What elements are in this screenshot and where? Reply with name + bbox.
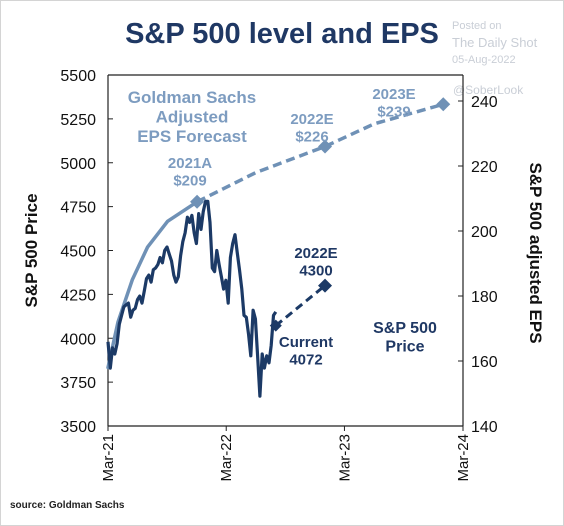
- y-axis-right-title: S&P 500 adjusted EPS: [526, 162, 545, 343]
- y-right-tick-label: 180: [471, 289, 498, 306]
- price-target-label: 2022E 4300: [294, 245, 337, 279]
- x-tick-label: Mar-23: [336, 434, 353, 482]
- eps-actual-line: [106, 200, 199, 370]
- eps-forecast-annotation: Goldman Sachs Adjusted EPS Forecast: [128, 88, 256, 146]
- eps-2023-label: 2023E $239: [372, 86, 415, 120]
- watermark-date: 05-Aug-2022: [452, 54, 516, 66]
- eps-forecast-line: [196, 102, 444, 204]
- y-right-tick-label: 140: [471, 419, 498, 436]
- y-left-tick-label: 4500: [60, 244, 96, 261]
- y-right-tick-label: 240: [471, 94, 498, 111]
- watermark-posted-on: Posted on: [452, 20, 502, 32]
- y-left-tick-label: 5000: [60, 156, 96, 173]
- x-tick-label: Mar-24: [455, 434, 472, 482]
- price-series-label: S&P 500 Price: [373, 320, 437, 355]
- y-left-tick-label: 4000: [60, 331, 96, 348]
- watermark-publisher: The Daily Shot: [452, 35, 538, 50]
- price-current-marker: [269, 319, 282, 332]
- y-left-tick-label: 5250: [60, 112, 96, 129]
- price-current-label: Current 4072: [279, 334, 333, 368]
- y-right-tick-label: 160: [471, 354, 498, 371]
- y-axis-left-title: S&P 500 Price: [22, 193, 41, 307]
- y-left-tick-label: 4750: [60, 200, 96, 217]
- y-left-tick-label: 3750: [60, 375, 96, 392]
- y-left-tick-label: 3500: [60, 419, 96, 436]
- source-note: source: Goldman Sachs: [10, 500, 125, 511]
- eps-2021-marker: [190, 194, 205, 209]
- eps-2022-label: 2022E $226: [290, 111, 333, 145]
- watermark-handle: @SoberLook: [453, 83, 524, 97]
- y-left-tick-label: 4250: [60, 287, 96, 304]
- sp500-price-forecast-line: [274, 284, 326, 327]
- eps-2022-marker: [318, 139, 333, 154]
- x-tick-label: Mar-22: [218, 434, 235, 482]
- y-right-tick-label: 200: [471, 224, 498, 241]
- eps-2023-marker: [436, 97, 451, 112]
- y-right-tick-label: 220: [471, 159, 498, 176]
- price-target-marker: [318, 278, 333, 293]
- sp500-price-line: [106, 199, 278, 398]
- y-left-tick-label: 5500: [60, 68, 96, 85]
- eps-2021-label: 2021A $209: [168, 155, 212, 189]
- x-tick-label: Mar-21: [100, 434, 117, 482]
- chart-title: S&P 500 level and EPS: [125, 18, 439, 50]
